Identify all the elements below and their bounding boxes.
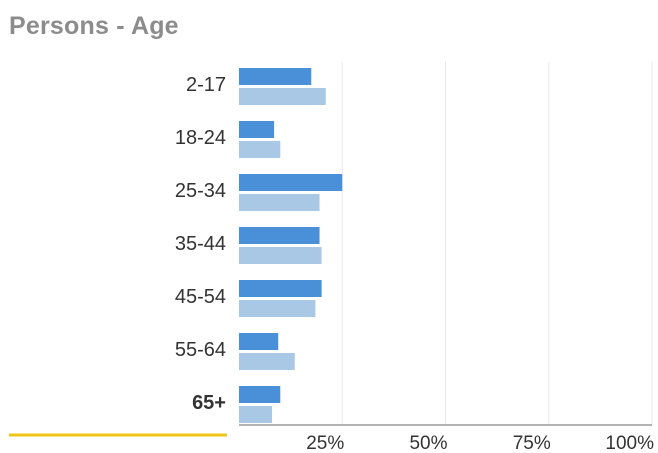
category-label-2-17[interactable]: 2-17 bbox=[186, 74, 226, 96]
x-tick-label: 50% bbox=[409, 433, 447, 453]
category-label-55-64[interactable]: 55-64 bbox=[175, 339, 226, 361]
bar-25-34-series-1[interactable] bbox=[239, 174, 343, 191]
category-label-18-24[interactable]: 18-24 bbox=[175, 127, 226, 149]
x-tick-labels: 25% 50% 75% 100% bbox=[306, 433, 654, 453]
gridlines bbox=[341, 62, 653, 425]
bar-2-17-series-1[interactable] bbox=[239, 68, 312, 85]
x-tick-label: 25% bbox=[306, 433, 344, 453]
bar-18-24-series-2[interactable] bbox=[239, 141, 281, 158]
bar-2-17-series-2[interactable] bbox=[239, 88, 326, 105]
bar-45-54-series-2[interactable] bbox=[239, 300, 316, 317]
bar-35-44-series-2[interactable] bbox=[239, 247, 322, 264]
bar-65+-series-2[interactable] bbox=[239, 406, 273, 423]
category-label-35-44[interactable]: 35-44 bbox=[175, 233, 226, 255]
x-tick-label: 75% bbox=[513, 433, 551, 453]
bar-55-64-series-1[interactable] bbox=[239, 333, 279, 350]
bar-25-34-series-2[interactable] bbox=[239, 194, 320, 211]
category-label-45-54[interactable]: 45-54 bbox=[175, 286, 226, 308]
category-labels: 2-17 18-24 25-34 35-44 45-54 55-64 65+ bbox=[175, 74, 226, 414]
page-title: Persons - Age bbox=[9, 12, 179, 40]
bar-55-64-series-2[interactable] bbox=[239, 353, 295, 370]
bar-65+-series-1[interactable] bbox=[239, 386, 281, 403]
bars bbox=[239, 68, 343, 423]
category-label-65+[interactable]: 65+ bbox=[192, 392, 226, 414]
x-tick-label: 100% bbox=[605, 433, 654, 453]
category-label-25-34[interactable]: 25-34 bbox=[175, 180, 226, 202]
bar-35-44-series-1[interactable] bbox=[239, 227, 320, 244]
bar-45-54-series-1[interactable] bbox=[239, 280, 322, 297]
bar-18-24-series-1[interactable] bbox=[239, 121, 275, 138]
